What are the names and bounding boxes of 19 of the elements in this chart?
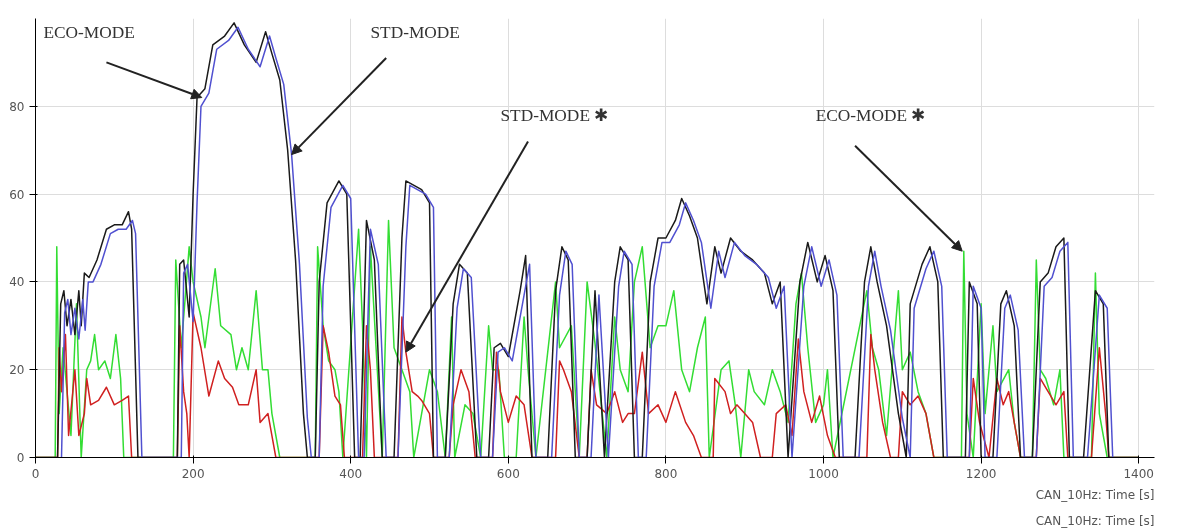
annotation: ECO-MODE ✱ (815, 106, 926, 126)
y-tick-label: 80 (9, 99, 25, 114)
y-tick-label: 60 (9, 187, 25, 202)
text: CAN_10Hz: Time [s] (1035, 513, 1155, 528)
x-tick-label: 400 (339, 466, 363, 481)
y-tick-label: 40 (9, 275, 25, 290)
x-axis-title: CAN_10Hz: Time [s] (1035, 487, 1155, 502)
y-tick-label: 20 (9, 363, 25, 378)
annotation: STD-MODE ✱ (500, 106, 609, 126)
annotation: ECO-MODE (43, 22, 135, 42)
x-tick-label: 0 (31, 466, 40, 481)
annotation: STD-MODE (370, 22, 460, 42)
x-tick-label: 1400 (1123, 466, 1155, 481)
x-tick-label: 600 (496, 466, 520, 481)
x-tick-label: 800 (654, 466, 678, 481)
x-tick-label: 200 (181, 466, 205, 481)
x-tick-label: 1000 (808, 466, 839, 481)
x-tick-label: 1200 (965, 466, 997, 481)
y-tick-label: 0 (16, 451, 25, 465)
